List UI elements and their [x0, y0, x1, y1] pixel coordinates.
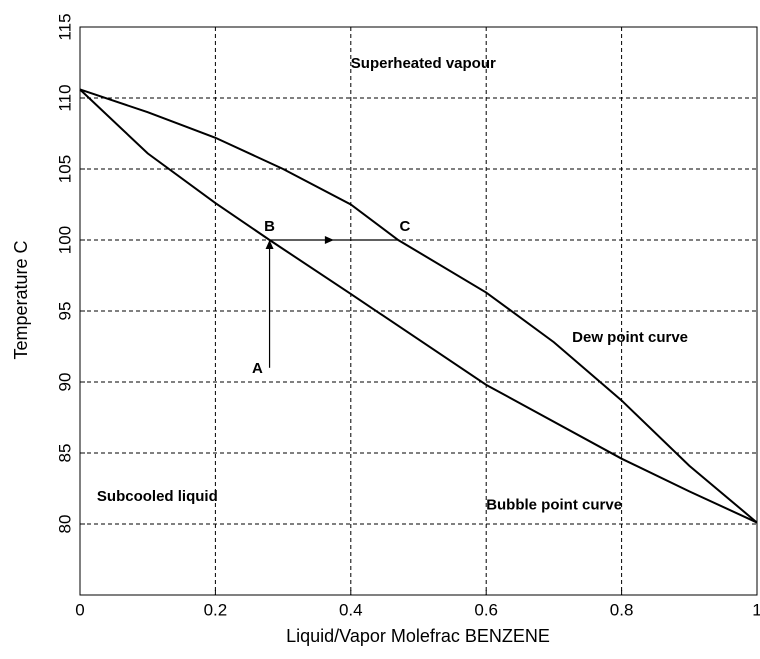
annotation: A: [252, 360, 263, 377]
y-axis-label: Temperature C: [11, 240, 31, 359]
y-tick-label: 100: [55, 226, 74, 254]
y-tick-label: 115: [55, 13, 74, 40]
annotation: C: [400, 218, 411, 235]
annotation: Superheated vapour: [351, 55, 496, 72]
x-tick-label: 0.2: [204, 600, 228, 619]
annotation: B: [264, 218, 275, 235]
x-tick-label: 0.8: [610, 600, 634, 619]
plot-frame: [79, 26, 758, 596]
x-axis-label: Liquid/Vapor Molefrac BENZENE: [286, 626, 550, 646]
y-tick-label: 105: [55, 155, 74, 183]
y-tick-label: 95: [55, 302, 74, 321]
arrow-head: [265, 240, 274, 249]
x-tick-label: 0.6: [474, 600, 498, 619]
y-tick-label: 110: [55, 84, 74, 111]
annotation: Dew point curve: [572, 329, 688, 346]
y-tick-label: 80: [55, 515, 74, 534]
curve: [79, 88, 758, 524]
x-tick-label: 1: [752, 600, 760, 619]
arrow-head: [324, 236, 334, 244]
y-tick-label: 85: [55, 444, 74, 463]
annotation: Subcooled liquid: [97, 488, 218, 505]
y-tick-label: 90: [55, 373, 74, 392]
annotation: Bubble point curve: [486, 497, 622, 514]
x-tick-label: 0.4: [339, 600, 363, 619]
x-tick-label: 0: [75, 600, 84, 619]
